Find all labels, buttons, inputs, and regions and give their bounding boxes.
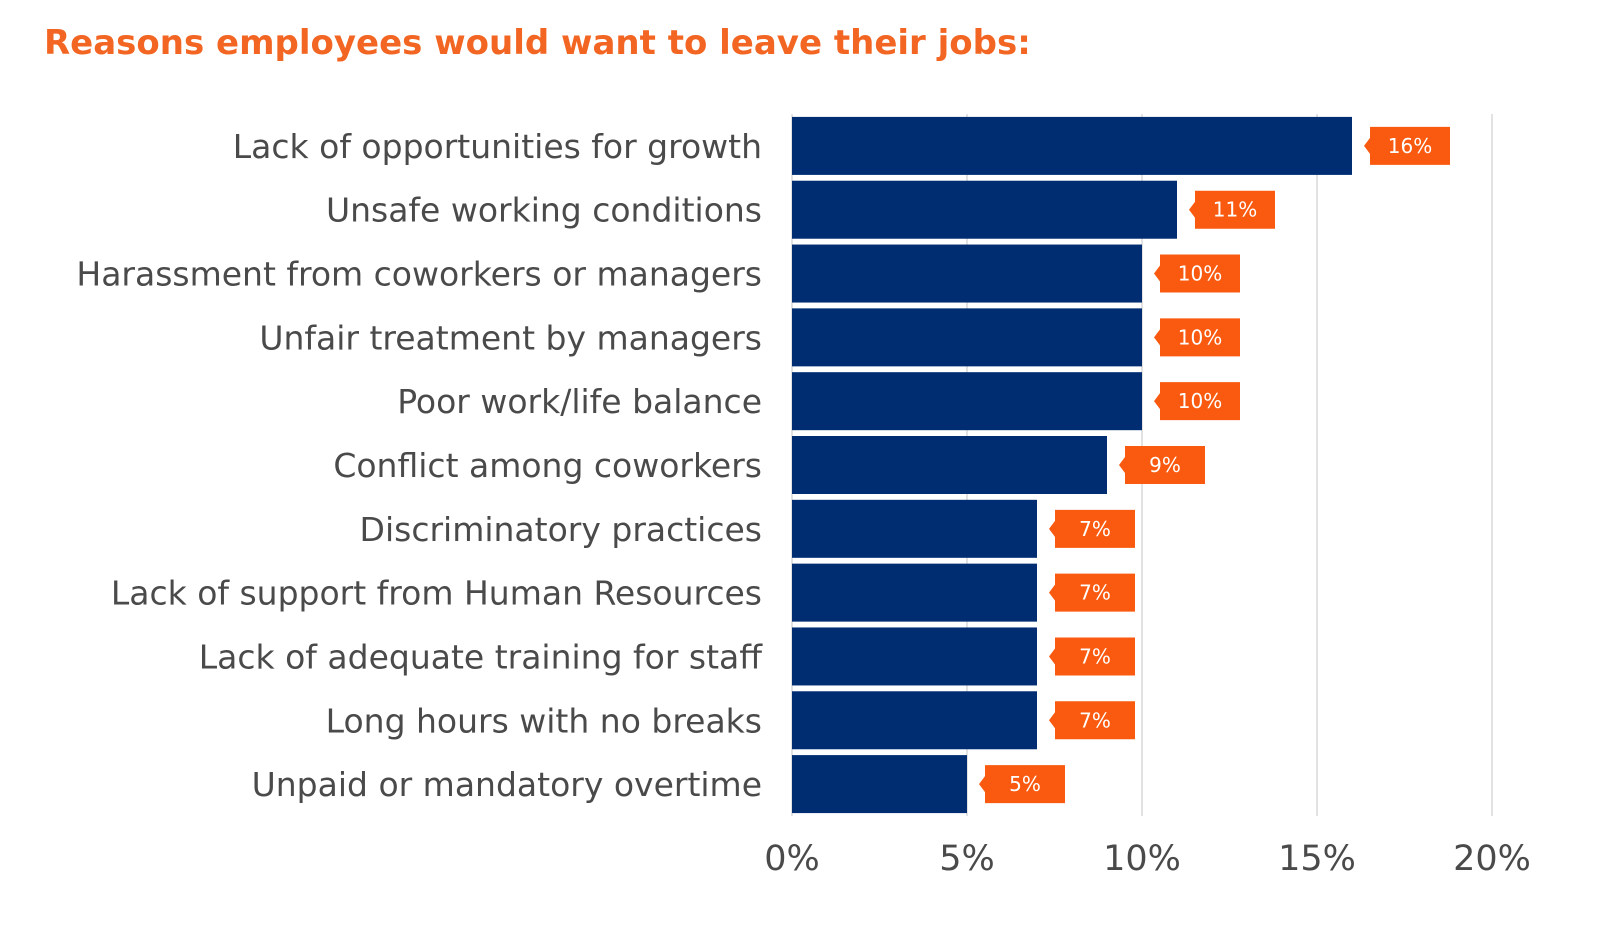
data-label: 7% [1049, 573, 1135, 612]
data-label-value: 10% [1178, 325, 1222, 349]
bar [792, 372, 1142, 431]
data-label-callout [1049, 637, 1135, 676]
bars [792, 116, 1352, 814]
data-label: 5% [979, 765, 1065, 804]
category-label: Lack of support from Human Resources [111, 574, 762, 613]
data-label-value: 5% [1009, 772, 1041, 796]
data-label-callout [1189, 190, 1275, 229]
bar [792, 308, 1142, 367]
category-labels: Lack of opportunities for growth Unsafe w… [76, 127, 763, 804]
bar [792, 691, 1037, 750]
data-label-callout [1154, 318, 1240, 357]
data-label: 7% [1049, 509, 1135, 548]
data-label-value: 7% [1079, 581, 1111, 605]
category-label: Conflict among coworkers [333, 446, 762, 485]
data-label: 10% [1154, 254, 1240, 293]
data-label-callout [1154, 382, 1240, 421]
category-label: Harassment from coworkers or managers [76, 255, 762, 294]
bar [792, 180, 1177, 239]
bar [792, 244, 1142, 303]
data-label-value: 16% [1388, 134, 1432, 158]
bar [792, 755, 967, 814]
data-label-value: 10% [1178, 262, 1222, 286]
data-label: 9% [1119, 446, 1205, 484]
data-label-callout [1119, 446, 1205, 484]
category-label: Lack of opportunities for growth [233, 127, 762, 166]
data-label-value: 7% [1079, 517, 1111, 541]
category-label: Long hours with no breaks [326, 701, 762, 740]
data-label-value: 7% [1079, 644, 1111, 668]
data-label: 7% [1049, 637, 1135, 676]
bar [792, 436, 1107, 494]
x-tick-label: 5% [939, 839, 995, 879]
category-label: Unsafe working conditions [326, 191, 762, 230]
category-label: Lack of adequate training for staff [199, 637, 763, 676]
category-label: Poor work/life balance [397, 382, 762, 421]
data-labels: 16% 11% 10% 10% 10% 9% 7% 7% 7% 7% 5% [979, 126, 1450, 804]
bar [792, 563, 1037, 622]
data-label: 10% [1154, 318, 1240, 357]
data-label: 10% [1154, 382, 1240, 421]
data-label-value: 10% [1178, 389, 1222, 413]
data-label: 16% [1364, 126, 1450, 165]
x-tick-label: 20% [1453, 839, 1531, 879]
data-label: 7% [1049, 701, 1135, 740]
x-axis-tick-labels: 0% 5% 10% 15% 20% [764, 839, 1531, 879]
data-label-callout [1049, 573, 1135, 612]
bar [792, 499, 1037, 558]
data-label-value: 7% [1079, 708, 1111, 732]
x-tick-label: 10% [1103, 839, 1181, 879]
data-label-callout [1049, 701, 1135, 740]
data-label-callout [1049, 509, 1135, 548]
x-tick-label: 15% [1278, 839, 1356, 879]
data-label-value: 9% [1149, 453, 1181, 477]
bar [792, 627, 1037, 686]
chart-title: Reasons employees would want to leave th… [44, 23, 1031, 63]
x-tick-label: 0% [764, 839, 820, 879]
data-label-callout [979, 765, 1065, 804]
category-label: Unpaid or mandatory overtime [252, 765, 762, 804]
category-label: Unfair treatment by managers [259, 318, 762, 357]
data-label-callout [1364, 126, 1450, 165]
data-label-value: 11% [1213, 198, 1257, 222]
bar [792, 116, 1352, 175]
data-label: 11% [1189, 190, 1275, 229]
data-label-callout [1154, 254, 1240, 293]
category-label: Discriminatory practices [360, 510, 762, 549]
